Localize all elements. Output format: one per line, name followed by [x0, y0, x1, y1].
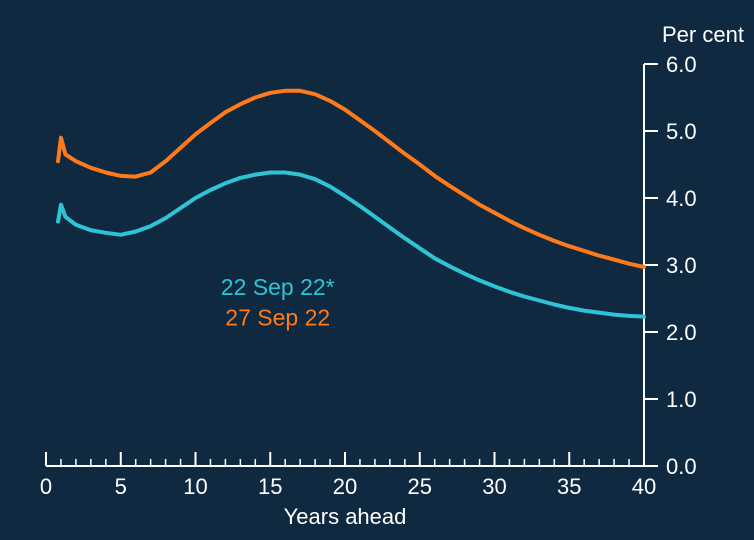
chart-svg: 0 5 10 15 20 25 30 35 40 Years ahead 0.0 1.0 2.0 3.0 4… [0, 0, 754, 540]
x-tick-label: 10 [183, 474, 207, 499]
x-tick-label: 5 [115, 474, 127, 499]
y-tick-label: 1.0 [666, 387, 697, 412]
x-tick-label: 0 [40, 474, 52, 499]
x-tick-label: 20 [333, 474, 357, 499]
y-tick-label: 0.0 [666, 454, 697, 479]
y-tick-label: 4.0 [666, 186, 697, 211]
yield-curve-chart: 0 5 10 15 20 25 30 35 40 Years ahead 0.0 1.0 2.0 3.0 4… [0, 0, 754, 540]
y-tick-label: 5.0 [666, 119, 697, 144]
y-axis-title: Per cent [662, 22, 744, 47]
x-tick-label: 30 [482, 474, 506, 499]
x-tick-label: 40 [632, 474, 656, 499]
legend-label-sep27: 27 Sep 22 [225, 304, 330, 330]
legend-label-sep22: 22 Sep 22* [221, 274, 335, 300]
y-tick-label: 3.0 [666, 253, 697, 278]
x-tick-label: 15 [258, 474, 282, 499]
y-tick-label: 6.0 [666, 52, 697, 77]
x-axis-label: Years ahead [284, 504, 407, 529]
y-tick-label: 2.0 [666, 320, 697, 345]
x-tick-label: 35 [557, 474, 581, 499]
x-tick-label: 25 [408, 474, 432, 499]
